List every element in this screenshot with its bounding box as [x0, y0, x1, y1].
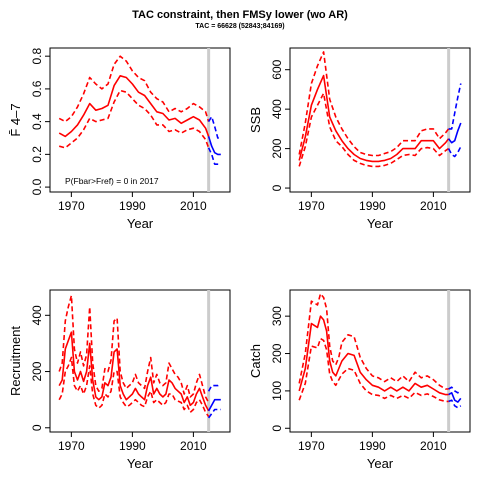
- recruitment-y-axis-label: Recruitment: [8, 326, 23, 396]
- fbar-series-hist-median: [58, 75, 210, 138]
- catch-x-axis-label: Year: [367, 456, 394, 471]
- catch-series-hist-median: [298, 315, 449, 396]
- ssb-series-proj-upper: [448, 83, 462, 130]
- fbar-plot-frame: [49, 47, 231, 193]
- ssb-series-proj-lower: [447, 146, 462, 158]
- figure-title: TAC constraint, then FMSy lower (wo AR): [132, 9, 348, 21]
- ssb-y-tick-label: 200: [270, 138, 284, 158]
- ssb-x-axis-label: Year: [367, 216, 394, 231]
- fbar-y-tick-label: 0.2: [30, 146, 44, 163]
- recruitment-series-proj-upper: [207, 383, 222, 392]
- fbar-y-tick-label: 0.6: [30, 80, 44, 97]
- ssb-x-tick-label: 1970: [298, 199, 325, 213]
- ssb-y-tick-label: 400: [270, 99, 284, 119]
- recruitment-series-hist-upper: [58, 294, 210, 403]
- ssb-series-hist-lower: [298, 92, 450, 168]
- fbar-series-proj-median: [207, 136, 221, 156]
- recruitment-series-hist-median: [58, 331, 210, 412]
- ssb-y-tick-label: 600: [270, 59, 284, 79]
- recruitment-series-hist-lower: [58, 356, 210, 417]
- catch-y-tick-label: 0: [270, 425, 284, 432]
- ssb-series-proj-median: [447, 122, 462, 144]
- catch-plot-frame: [289, 289, 471, 433]
- fbar-x-tick-label: 1990: [119, 199, 146, 213]
- ssb-series-hist-median: [298, 74, 450, 163]
- fbar-x-axis-label: Year: [127, 216, 154, 231]
- ssb-y-tick-label: 0: [270, 184, 284, 191]
- ssb-series-hist-upper: [298, 51, 450, 157]
- fbar-x-tick-label: 2010: [180, 199, 207, 213]
- catch-series-proj-median: [448, 391, 462, 403]
- recruitment-y-tick-label: 400: [30, 305, 44, 325]
- recruitment-plot-frame: [49, 289, 231, 433]
- fbar-series-hist-upper: [58, 55, 210, 123]
- catch-y-axis-label: Catch: [248, 344, 263, 378]
- ssb-x-tick-label: 1990: [359, 199, 386, 213]
- recruitment-series-proj-lower: [207, 408, 221, 419]
- ssb-plot-frame: [289, 47, 471, 193]
- recruitment-series-proj-median: [207, 398, 221, 412]
- catch-series-proj-lower: [448, 399, 462, 409]
- catch-x-tick-label: 1970: [298, 439, 325, 453]
- fbar-x-tick-label: 1970: [58, 199, 85, 213]
- recruitment-y-tick-label: 200: [30, 361, 44, 381]
- fbar-y-tick-label: 0.0: [30, 178, 44, 195]
- fbar-series-proj-lower: [207, 147, 221, 165]
- recruitment-y-tick-label: 0: [30, 424, 44, 431]
- catch-series-hist-lower: [298, 337, 449, 403]
- recruitment-x-tick-label: 1970: [58, 439, 85, 453]
- fbar-annotation: P(Fbar>Fref) = 0 in 2017: [65, 176, 159, 186]
- ssb-y-axis-label: SSB: [248, 107, 263, 133]
- catch-series-proj-upper: [448, 386, 462, 394]
- fbar-y-tick-label: 0.8: [30, 48, 44, 65]
- catch-x-tick-label: 1990: [359, 439, 386, 453]
- catch-y-tick-label: 100: [270, 381, 284, 401]
- recruitment-x-axis-label: Year: [127, 456, 154, 471]
- recruitment-x-tick-label: 1990: [119, 439, 146, 453]
- catch-y-tick-label: 200: [270, 343, 284, 363]
- recruitment-x-tick-label: 2010: [180, 439, 207, 453]
- fbar-y-tick-label: 0.4: [30, 113, 44, 130]
- fbar-series-proj-upper: [207, 115, 221, 139]
- figure-subtitle: TAC = 66628 (52843;84169): [195, 23, 285, 30]
- catch-series-hist-upper: [298, 292, 449, 390]
- fbar-y-axis-label: F̄ 4–7: [8, 103, 23, 136]
- ssb-x-tick-label: 2010: [420, 199, 447, 213]
- catch-x-tick-label: 2010: [420, 439, 447, 453]
- catch-y-tick-label: 300: [270, 306, 284, 326]
- fbar-series-hist-lower: [58, 89, 210, 149]
